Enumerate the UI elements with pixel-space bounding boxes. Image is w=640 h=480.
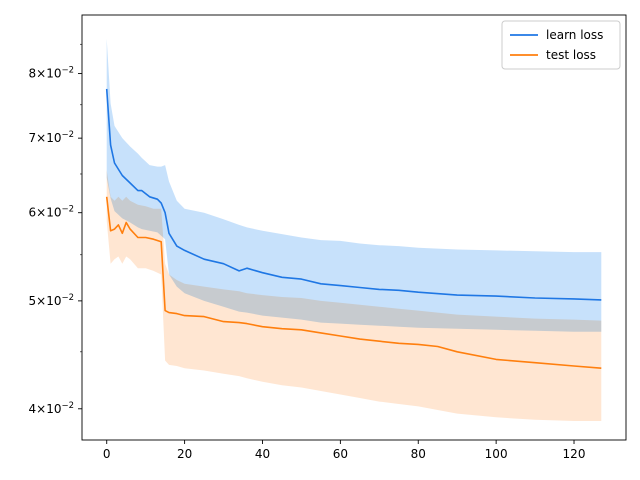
y-tick-mantissa: 4×10 — [29, 402, 62, 416]
band-learn-loss — [106, 38, 602, 332]
legend-box — [501, 20, 621, 70]
x-tick-label: 20 — [177, 447, 192, 461]
y-tick-exponent: −2 — [61, 130, 74, 140]
y-tick-label: 7×10−2 — [29, 130, 75, 145]
y-tick-label: 8×10−2 — [29, 66, 75, 81]
legend-label: test loss — [546, 48, 596, 62]
legend: learn loss test loss — [501, 20, 621, 70]
y-tick-exponent: −2 — [61, 205, 74, 215]
axes-frame — [81, 14, 627, 441]
y-tick-mantissa: 8×10 — [29, 67, 62, 81]
x-tick-label: 100 — [485, 447, 508, 461]
x-tick-label: 0 — [103, 447, 111, 461]
legend-label: learn loss — [546, 28, 603, 42]
plot-area — [105, 38, 602, 421]
line-learn-loss — [105, 88, 602, 301]
y-tick-mantissa: 5×10 — [29, 294, 62, 308]
y-tick-label: 5×10−2 — [29, 293, 75, 308]
plot-inner — [105, 38, 602, 421]
line-test-loss — [105, 196, 602, 369]
x-tick-label: 40 — [255, 447, 270, 461]
y-tick-mantissa: 6×10 — [29, 206, 62, 220]
axes: 0 20 40 60 80 100 1204×10−25×10−26×10−27×10−28… — [29, 14, 627, 461]
y-tick-exponent: −2 — [61, 293, 74, 303]
x-tick-label: 80 — [411, 447, 426, 461]
x-tick-label: 120 — [563, 447, 586, 461]
x-tick-label: 60 — [333, 447, 348, 461]
band-test-loss — [106, 170, 602, 421]
y-tick-exponent: −2 — [61, 66, 74, 76]
y-tick-mantissa: 7×10 — [29, 131, 62, 145]
y-tick-exponent: −2 — [61, 401, 74, 411]
y-tick-label: 4×10−2 — [29, 401, 75, 416]
y-tick-label: 6×10−2 — [29, 205, 75, 220]
